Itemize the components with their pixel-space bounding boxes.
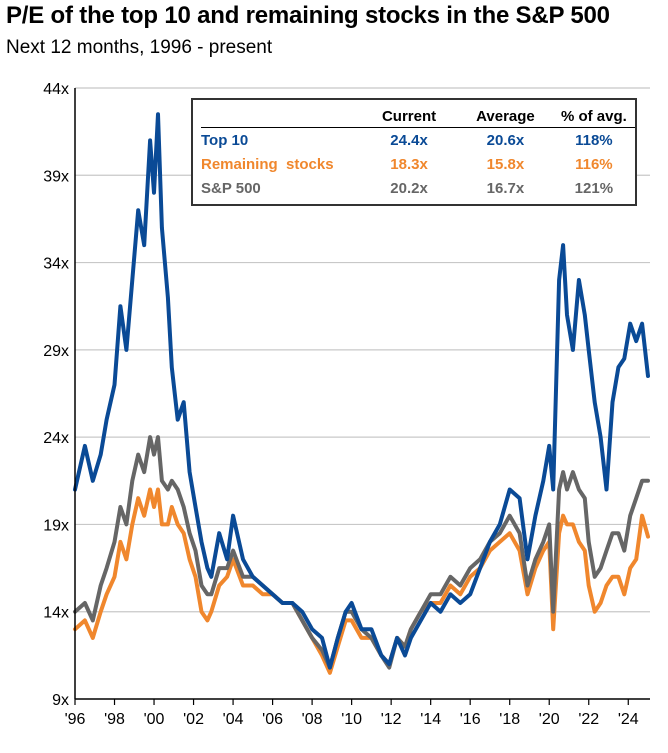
table-header-row: Current Average % of avg. [201,106,635,128]
x-tick-label: '06 [262,711,283,728]
table-row-remaining-stocks: Remaining stocks 18.3x 15.8x 116% [201,152,635,176]
x-tick-label: '20 [539,711,560,728]
average-value: 20.6x [486,131,525,149]
x-tick-label: '24 [618,711,639,728]
x-tick-label: '10 [341,711,362,728]
row-label: S&P 500 [201,179,261,197]
y-tick-labels: 9x 14x 19x 24x 29x 34x 39x 44x [43,81,69,709]
y-tick-label: 44x [43,81,69,98]
current-value: 20.2x [390,179,428,197]
summary-table: Current Average % of avg. Top 10 24.4x 2… [191,98,637,206]
y-tick-label: 9x [52,692,69,709]
pct-of-avg-value: 116% [575,155,613,173]
x-tick-label: '96 [65,711,86,728]
y-tick-label: 29x [43,343,69,360]
table-row-sp500: S&P 500 20.2x 16.7x 121% [201,176,635,200]
pct-of-avg-value: 121% [574,179,614,197]
current-value: 18.3x [390,155,428,173]
y-tick-label: 34x [43,256,69,273]
row-label: Top 10 [201,131,249,149]
table-row-top10: Top 10 24.4x 20.6x 118% [201,128,635,153]
x-tick-labels: '96 '98 '00 '02 '04 '06 '08 '10 '12 '14 '16 '18 '20 '… [65,699,639,728]
x-tick-label: '08 [302,711,323,728]
y-tick-label: 19x [43,517,69,534]
x-tick-label: '14 [420,711,441,728]
summary-table-grid: Current Average % of avg. Top 10 24.4x 2… [201,106,635,200]
chart-title: P/E of the top 10 and remaining stocks i… [6,2,610,29]
x-tick-label: '98 [104,711,125,728]
series-lines [73,112,650,675]
column-header-current: Current [381,108,437,125]
x-tick-label: '18 [499,711,520,728]
series-line-sp500 [73,435,650,670]
x-tick-label: '00 [144,711,165,728]
column-header [201,106,360,128]
chart-subtitle: Next 12 months, 1996 - present [6,37,273,58]
average-value: 16.7x [486,179,525,197]
x-tick-label: '16 [460,711,481,728]
y-tick-label: 14x [43,605,69,622]
x-tick-label: '12 [381,711,402,728]
row-label: Remaining stocks [201,155,334,173]
column-header-average: Average [476,108,535,125]
current-value: 24.4x [390,131,428,149]
series-line-top10 [73,112,650,670]
x-tick-label: '02 [183,711,204,728]
pct-of-avg-value: 118% [575,131,613,149]
y-tick-label: 24x [43,430,69,447]
average-value: 15.8x [486,155,525,173]
y-tick-label: 39x [43,168,69,185]
x-tick-label: '22 [578,711,599,728]
x-tick-label: '04 [223,711,244,728]
column-header-pct-of-avg: % of avg. [560,108,627,125]
series-line-remaining-stocks [73,487,650,675]
